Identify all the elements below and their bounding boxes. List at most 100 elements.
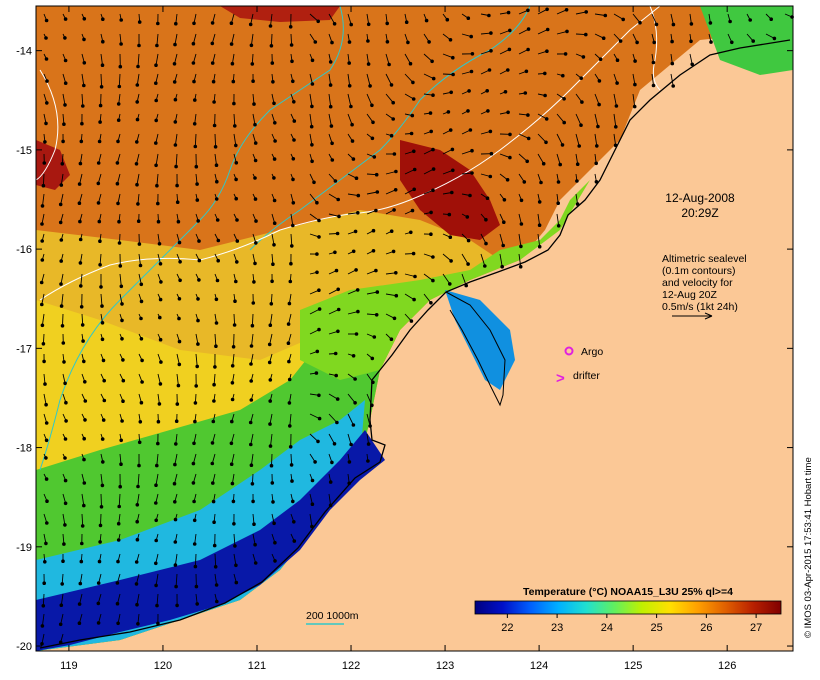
velocity-arrowhead — [654, 22, 659, 27]
velocity-arrowhead — [486, 109, 490, 113]
velocity-arrowhead — [290, 59, 294, 64]
velocity-arrow — [250, 33, 254, 46]
velocity-arrowhead — [290, 479, 294, 483]
velocity-arrowhead — [78, 261, 83, 265]
velocity-arrowhead — [117, 219, 121, 224]
velocity-arrow — [347, 413, 354, 426]
velocity-arrow — [60, 593, 64, 606]
velocity-arrowhead — [40, 204, 45, 208]
velocity-arrowhead — [249, 463, 254, 468]
velocity-arrowhead — [137, 440, 142, 445]
velocity-arrowhead — [234, 279, 238, 284]
velocity-arrowhead — [177, 362, 182, 367]
velocity-arrowhead — [59, 238, 64, 242]
velocity-arrowhead — [469, 34, 474, 39]
velocity-arrowhead — [78, 237, 83, 242]
velocity-arrow — [42, 173, 45, 186]
velocity-arrowhead — [449, 90, 454, 95]
velocity-arrow — [81, 93, 84, 107]
velocity-arrowhead — [59, 183, 64, 187]
velocity-arrow — [62, 93, 66, 105]
velocity-arrowhead — [229, 42, 234, 46]
velocity-arrowhead — [44, 121, 48, 126]
velocity-arrowhead — [82, 17, 87, 21]
velocity-arrowhead — [526, 47, 530, 52]
velocity-arrowhead — [489, 31, 493, 35]
velocity-arrowhead — [58, 220, 63, 225]
velocity-arrowhead — [273, 559, 277, 563]
velocity-arrowhead — [580, 100, 584, 104]
velocity-arrowhead — [155, 43, 159, 48]
velocity-arrow — [480, 233, 487, 244]
velocity-arrowhead — [254, 219, 258, 223]
velocity-arrowhead — [545, 7, 549, 12]
velocity-arrowhead — [429, 232, 433, 236]
velocity-arrowhead — [154, 501, 158, 505]
velocity-arrowhead — [317, 393, 321, 398]
velocity-arrowhead — [42, 581, 47, 586]
velocity-arrow — [155, 473, 159, 486]
velocity-arrow — [442, 273, 451, 285]
velocity-arrowhead — [375, 190, 380, 194]
velocity-arrowhead — [772, 36, 777, 41]
velocity-arrowhead — [63, 81, 68, 85]
velocity-arrowhead — [214, 583, 219, 587]
lon-tick-label: 124 — [530, 660, 548, 672]
velocity-arrowhead — [140, 380, 144, 384]
velocity-arrowhead — [333, 250, 337, 255]
velocity-arrowhead — [135, 83, 140, 87]
velocity-arrow — [347, 113, 353, 125]
velocity-arrowhead — [350, 139, 355, 143]
velocity-arrowhead — [156, 201, 160, 206]
velocity-arrowhead — [328, 480, 333, 484]
velocity-arrowhead — [39, 280, 44, 285]
velocity-arrowhead — [116, 621, 120, 626]
velocity-arrowhead — [310, 104, 314, 109]
velocity-arrowhead — [575, 202, 580, 206]
velocity-arrowhead — [214, 197, 219, 201]
velocity-arrowhead — [192, 21, 196, 26]
velocity-arrowhead — [313, 40, 318, 44]
velocity-arrowhead — [40, 258, 45, 262]
velocity-arrow — [156, 593, 159, 606]
velocity-arrowhead — [102, 378, 106, 383]
velocity-arrowhead — [310, 159, 314, 164]
velocity-arrowhead — [537, 223, 542, 227]
velocity-arrowhead — [584, 10, 589, 14]
velocity-arrow — [575, 113, 582, 126]
velocity-arrowhead — [41, 604, 46, 608]
velocity-arrowhead — [448, 235, 453, 239]
velocity-arrowhead — [253, 158, 258, 163]
velocity-arrowhead — [157, 402, 162, 406]
velocity-arrowhead — [172, 481, 177, 486]
velocity-arrowhead — [45, 499, 49, 504]
velocity-arrowhead — [82, 481, 87, 485]
velocity-arrowhead — [353, 401, 357, 405]
velocity-arrow — [328, 433, 335, 445]
velocity-arrow — [347, 13, 352, 25]
velocity-arrowhead — [391, 117, 396, 121]
velocity-arrowhead — [210, 21, 215, 25]
velocity-arrowhead — [502, 198, 507, 202]
velocity-arrows — [39, 7, 794, 646]
velocity-arrowhead — [374, 172, 379, 177]
velocity-arrowhead — [769, 17, 774, 22]
velocity-arrowhead — [286, 322, 291, 326]
velocity-arrowhead — [543, 71, 547, 76]
velocity-arrowhead — [120, 318, 124, 323]
velocity-arrowhead — [596, 124, 600, 129]
velocity-arrowhead — [250, 482, 255, 486]
velocity-arrowhead — [45, 79, 49, 83]
velocity-arrowhead — [671, 22, 676, 27]
velocity-arrowhead — [252, 522, 256, 527]
velocity-arrowhead — [45, 101, 49, 105]
velocity-arrowhead — [231, 499, 236, 504]
velocity-arrowhead — [155, 463, 159, 468]
velocity-arrow — [136, 173, 140, 185]
velocity-arrowhead — [45, 521, 49, 525]
velocity-arrowhead — [83, 418, 87, 422]
velocity-arrowhead — [310, 58, 315, 63]
velocity-arrowhead — [508, 155, 512, 160]
velocity-arrow — [328, 13, 335, 25]
velocity-arrowhead — [288, 25, 293, 29]
